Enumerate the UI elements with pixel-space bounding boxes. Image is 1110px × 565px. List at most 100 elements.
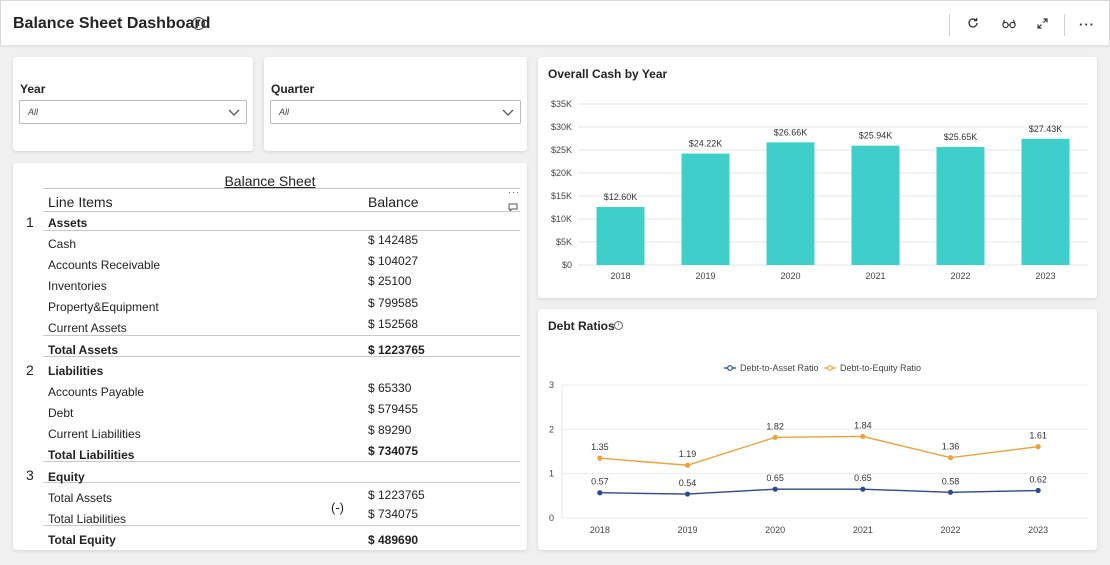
data-label: 1.61 xyxy=(1029,431,1047,441)
y-tick-label: 1 xyxy=(549,469,554,479)
table-divider xyxy=(43,188,520,189)
data-label: $25.65K xyxy=(944,132,978,142)
chevron-down-icon xyxy=(502,105,514,124)
chart-title: Debt Ratios xyxy=(548,319,615,333)
row-amount: $ 489690 xyxy=(368,533,419,547)
data-point xyxy=(1035,444,1041,450)
cash-bar-chart: $0 $5K $10K $15K $20K $25K $30K $35K $12.60K 2018… xyxy=(551,99,1088,281)
info-icon[interactable]: i xyxy=(614,321,623,330)
data-label: $27.43K xyxy=(1029,124,1063,134)
minus-marker: (-) xyxy=(331,500,344,515)
info-icon[interactable]: i xyxy=(192,17,205,30)
y-tick-label: $0 xyxy=(562,260,572,270)
data-label: 1.19 xyxy=(679,449,697,459)
refresh-icon[interactable] xyxy=(963,15,983,35)
row-label: Total Assets xyxy=(48,343,119,357)
y-tick-label: $20K xyxy=(551,168,572,178)
table-divider xyxy=(43,230,520,231)
x-tick-label: 2018 xyxy=(590,525,610,535)
data-label: 0.65 xyxy=(766,473,784,483)
quarter-label: Quarter xyxy=(271,82,315,96)
table-divider xyxy=(43,525,520,526)
chart-title: Overall Cash by Year xyxy=(548,67,668,81)
y-tick-label: 3 xyxy=(549,380,554,390)
row-amount: $ 1223765 xyxy=(368,343,425,357)
data-label: 0.57 xyxy=(591,477,609,487)
data-point xyxy=(947,489,954,495)
data-point xyxy=(947,455,954,461)
row-label: Total Assets xyxy=(48,491,113,505)
row-label: Total Equity xyxy=(48,533,116,547)
debt-line-chart: 0 1 2 3 2018 2019 2020 2021 2022 2023 Debt-to-Asse… xyxy=(549,363,1088,535)
data-label: $24.22K xyxy=(689,139,723,149)
more-icon[interactable]: ··· xyxy=(1079,17,1095,32)
expand-icon[interactable] xyxy=(1032,15,1052,35)
data-point xyxy=(772,434,778,440)
data-point xyxy=(1035,487,1041,494)
x-tick-label: 2023 xyxy=(1028,525,1048,535)
data-point xyxy=(684,491,691,497)
y-tick-label: $35K xyxy=(551,99,572,109)
quarter-value: All xyxy=(279,107,290,117)
row-label: Total Liabilities xyxy=(48,448,135,462)
row-label: Total Liabilities xyxy=(48,512,127,526)
glasses-icon[interactable] xyxy=(999,15,1019,35)
y-tick-label: 0 xyxy=(549,513,554,523)
table-divider xyxy=(43,482,520,483)
cash-by-year-card: Overall Cash by Year $0 $5K $10K $15K $20K $2… xyxy=(538,57,1097,298)
data-label: $12.60K xyxy=(604,192,638,202)
data-label: $25.94K xyxy=(859,131,893,141)
legend-marker xyxy=(827,365,833,371)
legend-marker xyxy=(727,365,733,371)
row-label: Cash xyxy=(48,237,77,251)
table-divider xyxy=(43,356,520,357)
row-amount: $ 104027 xyxy=(368,254,419,268)
row-label: Accounts Receivable xyxy=(48,258,161,272)
data-label: 1.82 xyxy=(766,421,784,431)
row-amount: $ 579455 xyxy=(368,402,419,416)
bar xyxy=(851,145,900,265)
row-amount: $ 89290 xyxy=(368,423,412,437)
x-tick-label: 2021 xyxy=(853,525,873,535)
comment-icon[interactable] xyxy=(508,199,518,217)
row-label: Inventories xyxy=(48,279,107,293)
row-amount: $ 1223765 xyxy=(368,488,425,502)
series-line xyxy=(599,435,1039,466)
toolbar-divider xyxy=(1064,14,1065,36)
row-amount: $ 799585 xyxy=(368,296,419,310)
row-label: Equity xyxy=(48,470,85,484)
year-value: All xyxy=(28,107,39,117)
data-label: $26.66K xyxy=(774,127,808,137)
bar xyxy=(936,147,985,265)
row-label: Accounts Payable xyxy=(48,385,145,399)
x-tick-label: 2022 xyxy=(950,271,970,281)
balance-sheet-card: Balance Sheet ··· Line Items Balance Ass… xyxy=(13,163,527,550)
year-label: Year xyxy=(20,82,46,96)
x-tick-label: 2019 xyxy=(695,271,715,281)
column-header-balance: Balance xyxy=(368,194,419,210)
quarter-slicer: Quarter All xyxy=(264,57,527,151)
legend-label: Debt-to-Asset Ratio xyxy=(740,363,819,373)
bar xyxy=(596,207,645,265)
quarter-dropdown[interactable]: All xyxy=(270,100,521,124)
row-label: Debt xyxy=(48,406,74,420)
toolbar-divider xyxy=(949,14,950,36)
data-point xyxy=(684,462,691,468)
more-icon[interactable]: ··· xyxy=(508,187,520,197)
y-tick-label: $5K xyxy=(556,237,572,247)
series-line xyxy=(599,488,1039,495)
x-tick-label: 2019 xyxy=(677,525,697,535)
data-point xyxy=(772,486,778,492)
data-point xyxy=(597,455,603,461)
column-header-line-items: Line Items xyxy=(48,194,113,210)
legend-label: Debt-to-Equity Ratio xyxy=(840,363,921,373)
year-dropdown[interactable]: All xyxy=(19,100,247,124)
section-number: 3 xyxy=(26,467,34,483)
data-label: 1.36 xyxy=(942,442,960,452)
data-label: 1.35 xyxy=(591,442,609,452)
x-tick-label: 2020 xyxy=(765,525,785,535)
row-label: Liabilities xyxy=(48,364,104,378)
data-point xyxy=(860,433,866,440)
row-amount: $ 142485 xyxy=(368,233,419,247)
row-amount: $ 65330 xyxy=(368,381,412,395)
